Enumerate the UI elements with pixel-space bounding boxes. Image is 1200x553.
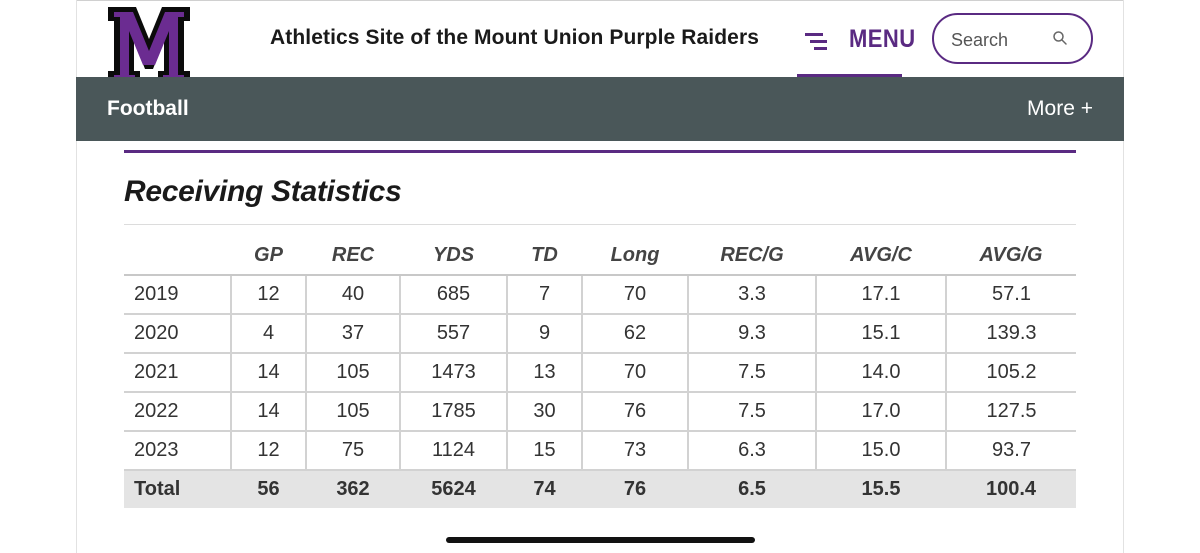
table-cell: 7.5	[687, 392, 816, 432]
more-link[interactable]: More +	[1027, 97, 1093, 120]
sport-nav-bar: Football More +	[76, 77, 1124, 141]
table-cell: 37	[305, 314, 400, 354]
table-cell: 15.0	[815, 431, 946, 471]
column-header: REC/G	[688, 236, 816, 276]
search-input[interactable]	[949, 26, 1053, 54]
table-cell: 73	[581, 431, 688, 471]
menu-button[interactable]: MENU	[797, 14, 915, 77]
mount-union-logo[interactable]: M	[106, 5, 192, 87]
table-cell: 362	[306, 470, 400, 508]
column-header: AVG/C	[816, 236, 946, 276]
table-cell: 7.5	[687, 353, 816, 393]
menu-underline	[797, 74, 902, 77]
table-cell: 6.3	[687, 431, 816, 471]
table-row: 2022 14 105 1785 30 76 7.5 17.0 127.5	[124, 392, 1076, 432]
table-cell: 12	[230, 431, 306, 471]
table-cell: 3.3	[687, 275, 816, 315]
table-cell: 685	[399, 275, 507, 315]
table-cell: 2020	[124, 314, 231, 354]
top-border	[76, 0, 1124, 1]
column-header: GP	[231, 236, 306, 276]
table-cell: 40	[305, 275, 400, 315]
table-header-row: GP REC YDS TD Long REC/G AVG/C AVG/G	[124, 236, 1076, 276]
table-cell: 62	[581, 314, 688, 354]
column-header: REC	[306, 236, 400, 276]
menu-label: MENU	[849, 25, 916, 53]
table-cell: 70	[581, 275, 688, 315]
table-cell: 2022	[124, 392, 231, 432]
table-cell: 70	[581, 353, 688, 393]
table-cell: 105	[305, 353, 400, 393]
table-cell: 15	[506, 431, 582, 471]
table-cell: 1473	[399, 353, 507, 393]
table-row: 2019 12 40 685 7 70 3.3 17.1 57.1	[124, 275, 1076, 315]
table-cell: 2019	[124, 275, 231, 315]
table-cell: 30	[506, 392, 582, 432]
table-cell: 1124	[399, 431, 507, 471]
table-cell: 5624	[400, 470, 507, 508]
table-cell: Total	[124, 470, 231, 508]
home-indicator[interactable]	[446, 537, 755, 543]
column-header: YDS	[400, 236, 507, 276]
table-cell: 7	[506, 275, 582, 315]
table-cell: 1785	[399, 392, 507, 432]
table-cell: 93.7	[945, 431, 1076, 471]
table-cell: 12	[230, 275, 306, 315]
table-cell: 76	[582, 470, 688, 508]
receiving-stats-table: GP REC YDS TD Long REC/G AVG/C AVG/G 201…	[124, 236, 1076, 508]
search-icon[interactable]	[1052, 30, 1068, 46]
table-cell: 105.2	[945, 353, 1076, 393]
table-cell: 14	[230, 392, 306, 432]
table-cell: 15.5	[816, 470, 946, 508]
table-cell: 13	[506, 353, 582, 393]
section-divider	[124, 150, 1076, 153]
table-cell: 17.0	[815, 392, 946, 432]
table-cell: 15.1	[815, 314, 946, 354]
table-cell: 57.1	[945, 275, 1076, 315]
table-row: 2021 14 105 1473 13 70 7.5 14.0 105.2	[124, 353, 1076, 393]
table-cell: 4	[230, 314, 306, 354]
hamburger-icon	[805, 33, 827, 50]
table-cell: 100.4	[946, 470, 1076, 508]
sport-name[interactable]: Football	[107, 97, 189, 120]
search-box[interactable]	[932, 13, 1093, 64]
table-row: 2023 12 75 1124 15 73 6.3 15.0 93.7	[124, 431, 1076, 471]
section-heading: Receiving Statistics	[124, 175, 402, 208]
column-header: Long	[582, 236, 688, 276]
table-cell: 6.5	[688, 470, 816, 508]
table-total-row: Total 56 362 5624 74 76 6.5 15.5 100.4	[124, 470, 1076, 508]
table-cell: 557	[399, 314, 507, 354]
column-header	[124, 236, 231, 276]
table-row: 2020 4 37 557 9 62 9.3 15.1 139.3	[124, 314, 1076, 354]
table-cell: 14	[230, 353, 306, 393]
page-frame	[76, 0, 1124, 553]
table-cell: 14.0	[815, 353, 946, 393]
table-cell: 74	[507, 470, 582, 508]
column-header: TD	[507, 236, 582, 276]
column-header: AVG/G	[946, 236, 1076, 276]
table-cell: 76	[581, 392, 688, 432]
table-cell: 17.1	[815, 275, 946, 315]
heading-rule	[124, 224, 1076, 225]
table-cell: 9	[506, 314, 582, 354]
table-cell: 2023	[124, 431, 231, 471]
table-cell: 127.5	[945, 392, 1076, 432]
site-title[interactable]: Athletics Site of the Mount Union Purple…	[270, 26, 759, 49]
table-cell: 75	[305, 431, 400, 471]
table-cell: 105	[305, 392, 400, 432]
table-cell: 56	[231, 470, 306, 508]
table-cell: 9.3	[687, 314, 816, 354]
table-cell: 2021	[124, 353, 231, 393]
table-cell: 139.3	[945, 314, 1076, 354]
